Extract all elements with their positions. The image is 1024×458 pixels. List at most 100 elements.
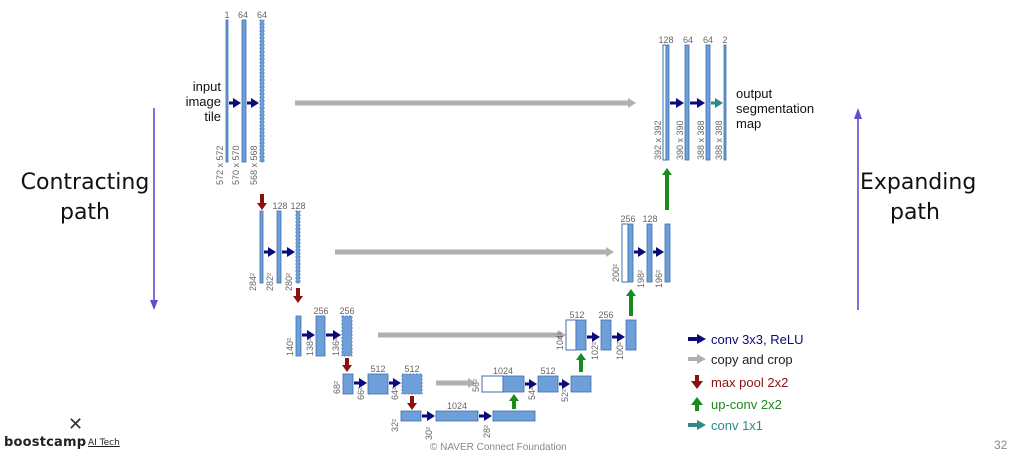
legend-item-copy: copy and crop xyxy=(688,350,793,368)
output-label-line: map xyxy=(736,116,761,131)
conv-arrow-shaft xyxy=(229,101,234,105)
channel-label: 2 xyxy=(722,35,727,45)
conv-arrow xyxy=(359,378,367,388)
feature-map-up2-c xyxy=(646,223,653,283)
channel-label: 512 xyxy=(404,364,419,374)
conv1x1-arrow-icon xyxy=(688,420,706,430)
conv-arrow-shaft xyxy=(282,250,288,254)
upconv-arrow-4 xyxy=(662,168,672,175)
legend-item-conv: conv 3x3, ReLU xyxy=(688,330,804,348)
conv-arrow xyxy=(333,330,341,340)
copy-arrow-level3-shaft xyxy=(378,332,559,338)
feature-map-up1-a xyxy=(662,44,667,161)
input-label-line: image xyxy=(186,94,221,109)
channel-label: 512 xyxy=(370,364,385,374)
size-label: 64² xyxy=(390,387,400,400)
channel-label: 512 xyxy=(569,310,584,320)
legend-label-conv1x1: conv 1x1 xyxy=(711,417,764,433)
expanding-label-line2: path xyxy=(889,200,940,225)
feature-map-up2-b xyxy=(627,223,634,283)
size-label: 388 x 388 xyxy=(714,120,724,160)
feature-map-up1-c xyxy=(684,44,690,161)
feature-map-up3-a xyxy=(565,319,577,351)
feature-map-l1-c xyxy=(259,19,265,163)
feature-map-l3-b xyxy=(315,315,326,357)
contracting-path-label: Contracting path xyxy=(18,168,152,228)
channel-label: 64 xyxy=(683,35,693,45)
copy-arrow-level1-shaft xyxy=(295,100,629,106)
conv-arrow xyxy=(307,330,315,340)
channel-label: 1024 xyxy=(493,366,513,376)
conv-arrow-shaft xyxy=(690,101,698,105)
conv-arrow-shaft xyxy=(479,414,485,418)
channel-label: 128 xyxy=(642,214,657,224)
logo-text: boostcamp xyxy=(4,435,87,450)
channel-label: 256 xyxy=(620,214,635,224)
conv-arrow xyxy=(592,332,600,342)
copy-arrow-level4-shaft xyxy=(436,380,469,386)
size-label: 390 x 390 xyxy=(675,120,685,160)
logo-x-icon: ✕ xyxy=(68,414,84,435)
size-label: 52² xyxy=(560,389,570,402)
size-label: 140² xyxy=(285,338,295,356)
feature-map-l2-c xyxy=(295,210,301,284)
conv-arrow-shaft xyxy=(422,414,428,418)
contracting-label-line2: path xyxy=(59,200,110,225)
conv-arrow xyxy=(529,379,537,389)
copyright: © NAVER Connect Foundation xyxy=(430,442,567,453)
feature-map-l4-a xyxy=(342,373,354,395)
size-label: 284² xyxy=(248,273,258,291)
channel-label: 64 xyxy=(703,35,713,45)
feature-map-l2-a xyxy=(259,210,264,284)
conv-arrow-icon xyxy=(688,334,706,344)
maxpool-arrow-3-shaft xyxy=(345,358,349,366)
logo-sub: AI Tech xyxy=(88,438,120,448)
contracting-label-line1: Contracting xyxy=(20,170,150,195)
copy-arrow-icon xyxy=(688,354,706,364)
feature-map-l3-c xyxy=(341,315,353,357)
upconv-arrow-4-shaft xyxy=(665,174,669,210)
copy-arrow-level2 xyxy=(606,247,614,257)
conv-arrow xyxy=(427,411,435,421)
upconv-arrow-1-shaft xyxy=(512,400,516,409)
size-label: 570 x 570 xyxy=(231,145,241,185)
feature-map-up3-c xyxy=(600,319,612,351)
expanding-arrow-head xyxy=(854,108,862,119)
size-label: 572 x 572 xyxy=(215,145,225,185)
conv1x1-arrow-shaft xyxy=(711,101,716,105)
conv-arrow-shaft xyxy=(302,333,308,337)
size-label: 104² xyxy=(555,332,565,350)
feature-map-up2-a xyxy=(621,223,629,283)
channel-label: 64 xyxy=(257,10,267,20)
channel-label: 128 xyxy=(290,201,305,211)
copy-arrow-level2-shaft xyxy=(335,249,607,255)
feature-map-up1-d xyxy=(705,44,711,161)
feature-map-up3-d xyxy=(625,319,637,351)
output-label-line: output xyxy=(736,86,773,101)
conv-arrow-shaft xyxy=(264,250,269,254)
legend-label-conv: conv 3x3, ReLU xyxy=(711,331,804,347)
conv-arrow xyxy=(251,98,259,108)
contracting-arrow-head xyxy=(150,300,158,310)
output-label-line: segmentation xyxy=(736,101,814,116)
feature-map-l1-a xyxy=(225,19,229,163)
channel-label: 512 xyxy=(540,366,555,376)
input-label-line: input xyxy=(193,79,222,94)
size-label: 280² xyxy=(284,273,294,291)
feature-map-up4-c xyxy=(537,375,559,393)
copy-arrow-level3 xyxy=(558,330,566,340)
page-number: 32 xyxy=(994,438,1008,452)
input-label-line: tile xyxy=(204,109,221,124)
size-label: 198² xyxy=(636,270,646,288)
conv-arrow xyxy=(676,98,684,108)
size-label: 56² xyxy=(471,379,481,392)
conv-arrow xyxy=(697,98,705,108)
feature-map-l3-a xyxy=(295,315,302,357)
feature-map-bottom-b xyxy=(435,410,479,422)
conv-arrow-shaft xyxy=(525,382,530,386)
feature-map-up3-b xyxy=(575,319,587,351)
maxpool-arrow-4-shaft xyxy=(410,396,414,404)
legend-label-upconv: up-conv 2x2 xyxy=(711,396,782,412)
feature-map-up1-b xyxy=(665,44,670,161)
